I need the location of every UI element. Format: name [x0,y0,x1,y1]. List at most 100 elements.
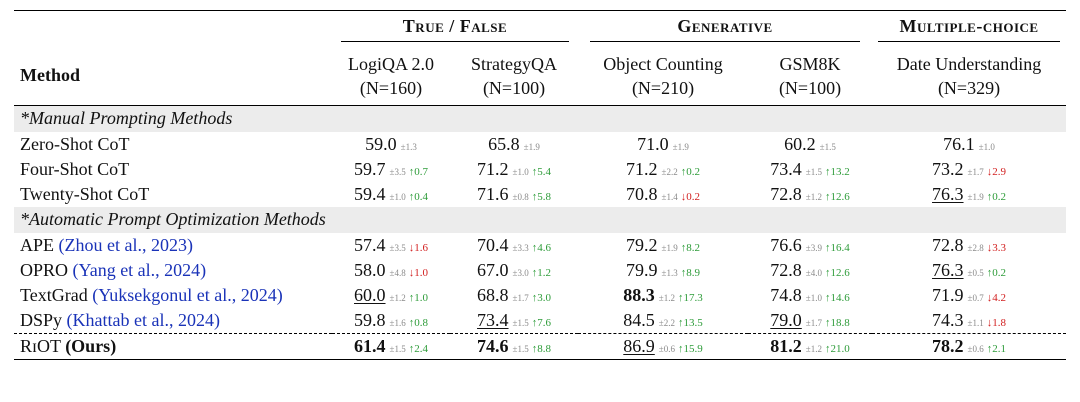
delta-down: ↓0.2 [680,190,700,203]
std-dev: ±1.9 [523,141,540,152]
score-value: 72.8 [770,183,802,204]
std-dev: ±1.2 [805,191,822,202]
score-value: 79.0 [770,309,802,330]
table-row: Four-Shot CoT 59.7 ±3.5 ↑0.7 71.2 ±1.0 ↑5.4 71.… [14,157,1066,182]
score-cell: 88.3 ±1.2 ↑17.3 [578,283,748,308]
score-value: 74.6 [477,335,509,356]
delta-up: ↑0.4 [408,190,428,203]
score-cell: 79.9 ±1.3 ↑8.9 [578,258,748,283]
method-label: DSPy [20,309,63,330]
delta-up: ↑1.2 [531,266,551,279]
std-dev: ±1.0 [512,166,529,177]
dataset-header: GSM8K (N=100) [748,47,873,106]
score-cell: 57.4 ±3.5 ↓1.6 [332,233,450,258]
score-cell: 74.8 ±1.0 ↑14.6 [748,283,872,308]
delta-up: ↑18.8 [824,316,850,329]
std-dev: ±1.2 [658,292,675,303]
std-dev: ±1.1 [967,317,984,328]
method-name: RɪOT (Ours) [14,332,332,360]
std-dev: ±3.3 [512,242,529,253]
score-cell: 74.6 ±1.5 ↑8.8 [450,332,579,360]
score-cell: 59.8 ±1.6 ↑0.8 [332,308,450,334]
delta-down: ↓3.3 [986,241,1006,254]
std-dev: ±0.7 [967,292,984,303]
citation-link[interactable]: (Yang et al., 2024) [72,259,207,280]
score-value: 72.8 [770,259,802,280]
citation-link[interactable]: (Yuksekgonul et al., 2024) [92,284,283,305]
score-value: 73.4 [770,158,802,179]
std-dev: ±1.9 [672,141,689,152]
delta-up: ↑16.4 [824,241,850,254]
results-table: True / False Generative Multiple-choice … [14,10,1067,360]
method-name: TextGrad (Yuksekgonul et al., 2024) [14,283,332,308]
dataset-header: Object Counting (N=210) [578,47,749,106]
score-cell: 73.4 ±1.5 ↑7.6 [450,308,578,334]
score-cell: 74.3 ±1.1 ↓1.8 [872,308,1066,334]
delta-up: ↑17.3 [677,291,703,304]
delta-down: ↓1.8 [986,316,1006,329]
group-header-row: True / False Generative Multiple-choice [14,10,1067,47]
method-label: Zero-Shot CoT [20,133,130,154]
score-value: 86.9 [623,335,655,356]
score-value: 58.0 [354,259,386,280]
group-generative: Generative [578,10,873,47]
method-label: APE [20,234,55,255]
score-value: 70.8 [626,183,658,204]
score-cell: 76.3 ±1.9 ↑0.2 [872,182,1066,207]
dataset-header-row: Method LogiQA 2.0 (N=160) StrategyQA (N=10… [14,47,1067,106]
std-dev: ±0.6 [967,343,984,354]
std-dev: ±1.5 [512,317,529,328]
score-cell: 79.2 ±1.9 ↑8.2 [578,233,748,258]
delta-down: ↓4.2 [986,291,1006,304]
std-dev: ±0.8 [512,191,529,202]
table-row: Twenty-Shot CoT 59.4 ±1.0 ↑0.4 71.6 ±0.8 ↑5.8 7… [14,182,1066,207]
std-dev: ±0.6 [658,343,675,354]
std-dev: ±1.9 [967,191,984,202]
std-dev: ±3.9 [805,242,822,253]
score-cell: 76.6 ±3.9 ↑16.4 [748,233,872,258]
score-value: 57.4 [354,234,386,255]
score-cell: 67.0 ±3.0 ↑1.2 [450,258,578,283]
delta-up: ↑2.4 [408,342,428,355]
delta-up: ↑14.6 [824,291,850,304]
std-dev: ±1.9 [661,242,678,253]
method-name: Zero-Shot CoT [14,132,332,157]
score-cell: 72.8 ±4.0 ↑12.6 [748,258,872,283]
delta-up: ↑12.6 [824,266,850,279]
delta-up: ↑21.0 [824,342,850,355]
method-name: DSPy (Khattab et al., 2024) [14,308,332,334]
citation-link[interactable]: (Zhou et al., 2023) [58,234,193,255]
delta-up: ↑13.2 [824,165,850,178]
score-value: 71.0 [637,133,669,154]
score-cell: 60.0 ±1.2 ↑1.0 [332,283,450,308]
method-label: RɪOT [20,335,61,356]
std-dev: ±3.5 [389,242,406,253]
score-cell: 71.9 ±0.7 ↓4.2 [872,283,1066,308]
score-cell: 71.2 ±1.0 ↑5.4 [450,157,578,182]
score-value: 59.8 [354,309,386,330]
std-dev: ±1.2 [805,343,822,354]
score-value: 76.6 [770,234,802,255]
score-cell: 70.8 ±1.4 ↓0.2 [578,182,748,207]
std-dev: ±1.7 [967,166,984,177]
delta-up: ↑12.6 [824,190,850,203]
table-row: TextGrad (Yuksekgonul et al., 2024) 60.0 ±… [14,283,1066,308]
std-dev: ±1.7 [805,317,822,328]
score-cell: 76.1 ±1.0 [872,132,1066,157]
score-cell: 81.2 ±1.2 ↑21.0 [748,332,873,360]
score-value: 73.4 [477,309,509,330]
std-dev: ±4.0 [805,267,822,278]
std-dev: ±1.3 [400,141,417,152]
delta-down: ↓2.9 [986,165,1006,178]
score-value: 76.1 [943,133,975,154]
score-value: 79.2 [626,234,658,255]
score-value: 71.2 [477,158,509,179]
score-cell: 70.4 ±3.3 ↑4.6 [450,233,578,258]
table-row: DSPy (Khattab et al., 2024) 59.8 ±1.6 ↑0.8 7… [14,308,1066,334]
score-value: 71.9 [932,284,964,305]
citation-link[interactable]: (Khattab et al., 2024) [66,309,220,330]
method-label: TextGrad [20,284,88,305]
table-row: APE (Zhou et al., 2023) 57.4 ±3.5 ↓1.6 70.4 ±… [14,233,1066,258]
delta-up: ↑0.2 [986,190,1006,203]
group-true-false: True / False [332,10,579,47]
